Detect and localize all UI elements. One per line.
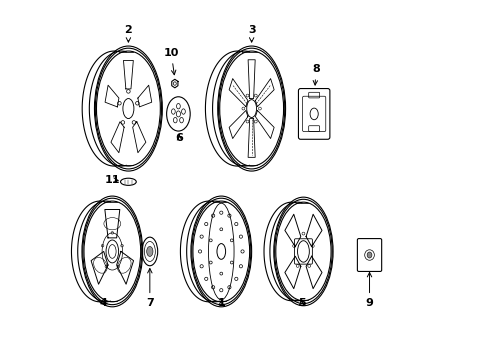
Text: 3: 3	[247, 25, 255, 42]
Text: 9: 9	[365, 273, 373, 308]
Ellipse shape	[146, 247, 153, 256]
Text: 4: 4	[99, 298, 107, 308]
Text: 7: 7	[145, 269, 153, 308]
Text: 2: 2	[124, 25, 132, 42]
Text: 6: 6	[175, 133, 183, 143]
Text: 10: 10	[163, 48, 179, 75]
Text: 8: 8	[311, 64, 319, 85]
Text: 5: 5	[297, 298, 305, 308]
Ellipse shape	[366, 252, 371, 258]
Text: 11: 11	[104, 175, 120, 185]
Text: 1: 1	[217, 298, 224, 308]
